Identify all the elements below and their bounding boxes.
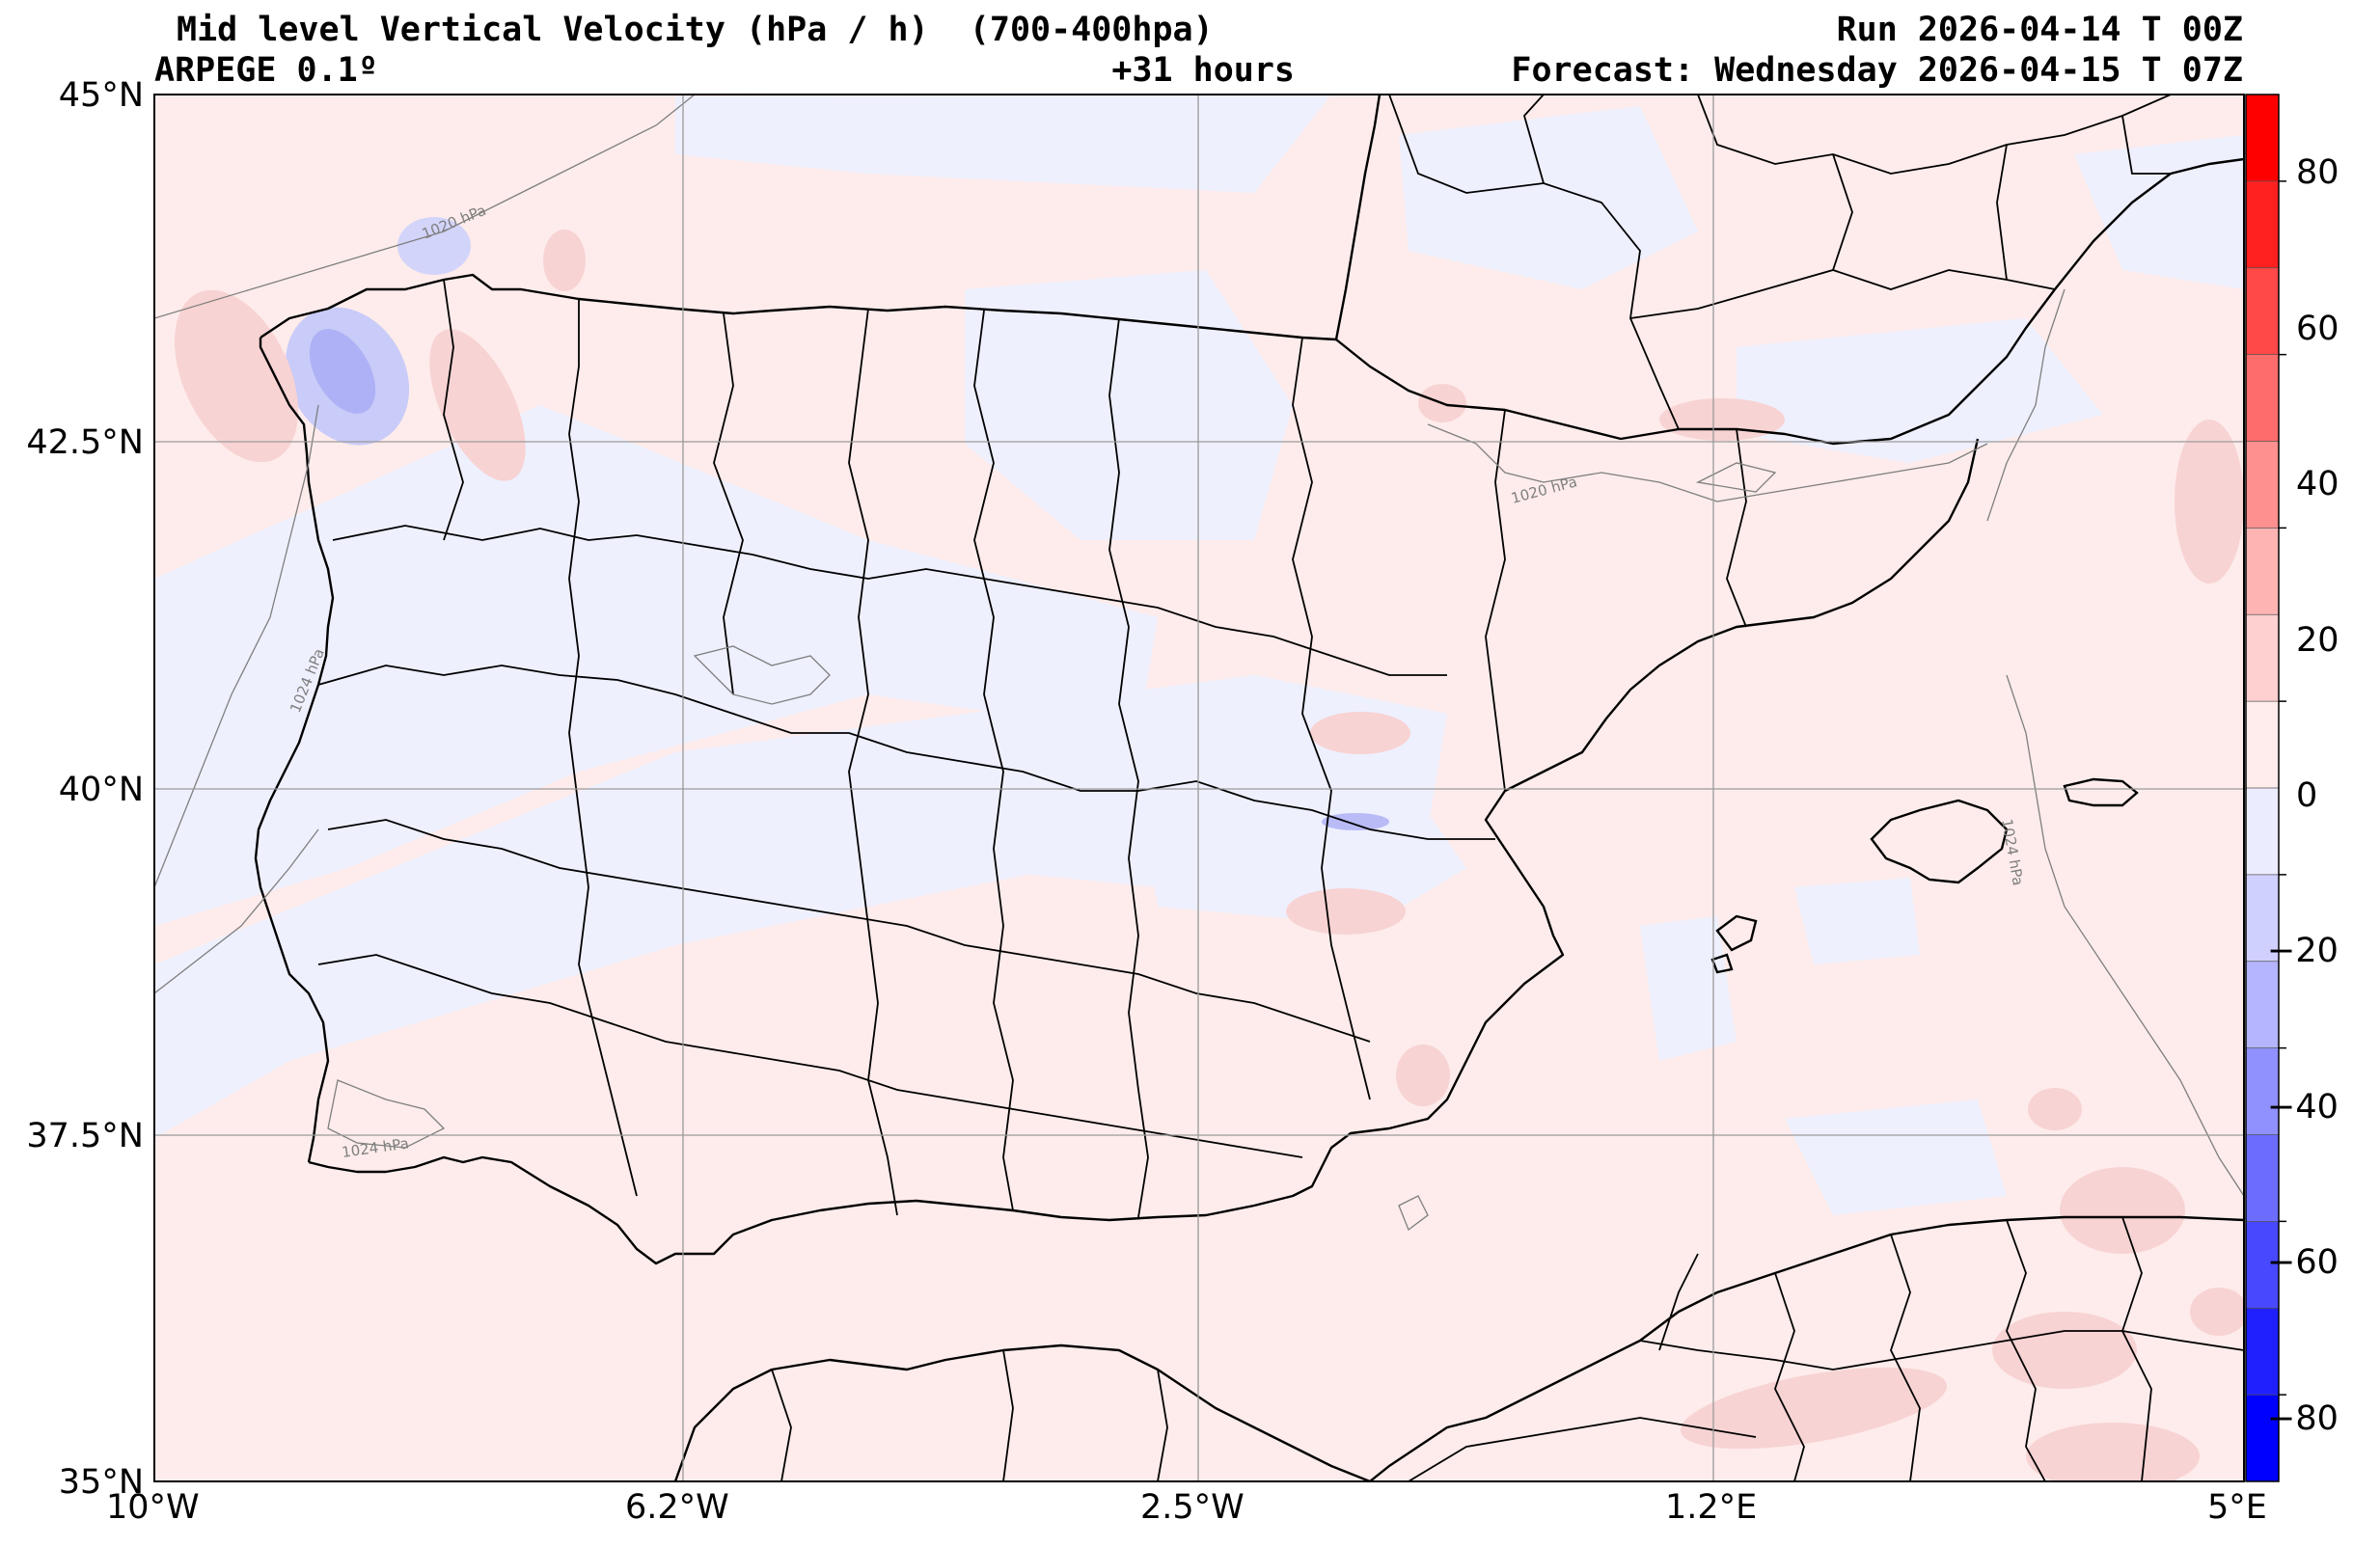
colorbar-tick-neg60: −60	[2267, 1243, 2339, 1282]
colorbar-segment	[2246, 1221, 2279, 1309]
negative-spot-valencia	[1322, 813, 1389, 830]
run-time: Run 2026-04-14 T 00Z	[1836, 11, 2243, 49]
colorbar	[2246, 95, 2286, 1482]
colorbar-tick-80: 80	[2296, 153, 2339, 192]
colorbar-tick-60: 60	[2296, 310, 2339, 348]
colorbar-tick-20: 20	[2296, 621, 2339, 660]
velocity-field: 1020 hPa 1020 hPa 1024 hPa 1024 hPa 1024…	[154, 95, 2244, 1481]
colorbar-segment	[2246, 441, 2279, 529]
colorbar-tick-0: 0	[2296, 776, 2318, 815]
forecast-time: Forecast: Wednesday 2026-04-15 T 07Z	[1511, 51, 2243, 90]
colorbar-frame	[2245, 94, 2280, 1482]
lon-label-2-5w: 2.5°W	[1140, 1488, 1245, 1527]
gridlines	[154, 95, 2244, 1481]
lon-label-1-2e: 1.2°E	[1665, 1488, 1758, 1527]
colorbar-segment	[2246, 788, 2279, 876]
lat-label-45n: 45°N	[58, 76, 144, 115]
colorbar-segment	[2246, 95, 2279, 182]
colorbar-tick-neg20: −20	[2267, 932, 2339, 970]
lon-label-6-2w: 6.2°W	[625, 1488, 729, 1527]
colorbar-segment	[2246, 1308, 2279, 1396]
isobars	[154, 95, 2244, 1232]
colorbar-segment	[2246, 874, 2279, 963]
colorbar-segment	[2246, 1047, 2279, 1135]
colorbar-tick-neg80: −80	[2267, 1399, 2339, 1438]
colorbar-tick-neg40: −40	[2267, 1088, 2339, 1126]
colorbar-segment	[2246, 354, 2279, 442]
negative-core-galicia	[309, 329, 376, 414]
lon-label-5e: 5°E	[2207, 1488, 2267, 1527]
lat-label-37-5n: 37.5°N	[26, 1117, 144, 1155]
colorbar-tick-40: 40	[2296, 465, 2339, 503]
negative-core-galicia-north	[397, 217, 471, 275]
lat-label-42-5n: 42.5°N	[26, 423, 144, 462]
model-name: ARPEGE 0.1º	[154, 51, 378, 90]
lat-label-40n: 40°N	[58, 771, 144, 809]
colorbar-segment	[2246, 1134, 2279, 1222]
balearic-islands	[1710, 777, 2139, 974]
lat-label-35n: 35°N	[58, 1463, 144, 1502]
colorbar-segment	[2246, 528, 2279, 615]
colorbar-segment	[2246, 1395, 2279, 1482]
colorbar-segment	[2246, 961, 2279, 1049]
lead-time: +31 hours	[1111, 51, 1295, 90]
plot-frame	[153, 94, 2245, 1482]
map-title: Mid level Vertical Velocity (hPa / h) (7…	[177, 11, 1214, 49]
colorbar-segment	[2246, 614, 2279, 702]
colorbar-segment	[2246, 180, 2279, 269]
lon-label-10w: 10°W	[106, 1488, 200, 1527]
colorbar-segment	[2246, 701, 2279, 789]
regional-borders	[317, 95, 2244, 1481]
colorbar-segment	[2246, 267, 2279, 356]
